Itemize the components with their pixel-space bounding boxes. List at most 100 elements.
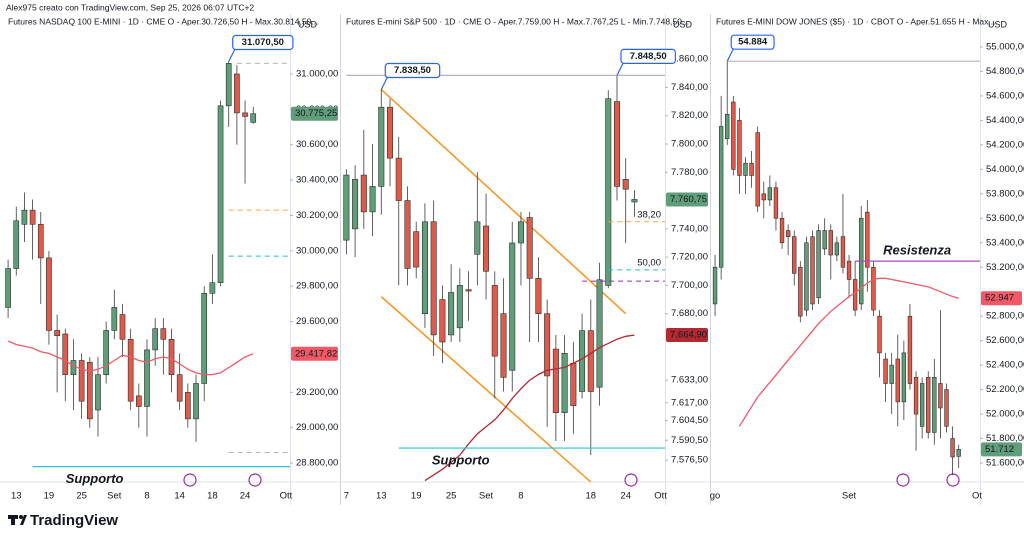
y-tick-label: 55.000,00 bbox=[986, 41, 1024, 52]
candle-body bbox=[622, 179, 629, 190]
line-annotation: Supporto bbox=[66, 471, 124, 486]
candle-body bbox=[404, 200, 411, 269]
candle-body bbox=[944, 389, 949, 427]
price-label: 7.760,75 bbox=[670, 194, 707, 205]
chart-title: Futures E-mini S&P 500 · 1D · CME O - Ap… bbox=[346, 16, 689, 26]
candle-body bbox=[135, 395, 142, 407]
y-tick-label: 54.600,00 bbox=[986, 90, 1024, 101]
candle-body bbox=[111, 307, 118, 331]
plot-area bbox=[343, 75, 638, 482]
candle-body bbox=[168, 338, 175, 375]
candle-body bbox=[5, 268, 11, 308]
y-tick-label: 52.800,00 bbox=[986, 311, 1024, 322]
candle-body bbox=[29, 209, 36, 225]
candle-body bbox=[749, 162, 754, 176]
callout-box bbox=[232, 34, 294, 51]
candle-body bbox=[877, 315, 882, 354]
currency-label: USD bbox=[298, 19, 318, 29]
callout-pointer bbox=[228, 49, 236, 62]
candle-body bbox=[127, 338, 134, 402]
y-tick-label: 29.800,00 bbox=[296, 281, 338, 292]
y-tick-label: 52.200,00 bbox=[986, 384, 1024, 395]
y-tick-label: 30.000,00 bbox=[296, 245, 338, 256]
candle-body bbox=[828, 230, 833, 256]
price-label-box bbox=[981, 442, 1022, 457]
candle-body bbox=[605, 98, 612, 286]
price-label: 30.775,25 bbox=[295, 108, 337, 119]
candle-body bbox=[62, 333, 69, 375]
y-tick-label: 7.820,00 bbox=[671, 110, 708, 121]
candle-body bbox=[193, 383, 199, 420]
candle-body bbox=[378, 106, 385, 187]
candle-body bbox=[846, 260, 852, 280]
line-annotation: Supporto bbox=[432, 452, 490, 467]
candle-body bbox=[587, 330, 594, 392]
candle-body bbox=[932, 377, 937, 433]
candle-body bbox=[95, 374, 101, 411]
chart-title: Futures NASDAQ 100 E-MINI · 1D · CME O -… bbox=[8, 16, 318, 26]
candle-body bbox=[509, 242, 516, 371]
brand-logo bbox=[8, 515, 27, 525]
candle-body bbox=[544, 313, 551, 377]
candle-body bbox=[773, 187, 779, 219]
x-tick-label: 25 bbox=[76, 491, 87, 502]
candle-body bbox=[895, 358, 900, 403]
candle-body bbox=[767, 187, 773, 201]
candle-body bbox=[176, 374, 183, 402]
x-tick-label: 13 bbox=[376, 491, 387, 502]
candle-body bbox=[822, 230, 827, 250]
y-tick-label: 53.400,00 bbox=[986, 237, 1024, 248]
candle-body bbox=[54, 330, 60, 337]
candle-body bbox=[755, 132, 760, 207]
candle-body bbox=[413, 231, 420, 268]
price-label-box bbox=[666, 328, 708, 343]
price-label: 7.664,90 bbox=[670, 330, 707, 341]
x-tick-label: Ot bbox=[972, 491, 982, 502]
y-tick-label: 7.604,50 bbox=[671, 415, 708, 426]
candle-body bbox=[526, 217, 533, 279]
x-tick-label: 8 bbox=[518, 491, 523, 502]
candle-body bbox=[596, 279, 603, 388]
candle-body bbox=[834, 242, 840, 256]
y-tick-label: 7.633,00 bbox=[671, 375, 708, 386]
candle-body bbox=[798, 266, 803, 317]
y-tick-label: 7.680,00 bbox=[671, 308, 708, 319]
x-tick-label: 13 bbox=[11, 491, 22, 502]
callout-pointer bbox=[616, 63, 624, 76]
y-tick-label: 54.400,00 bbox=[986, 115, 1024, 126]
candle-body bbox=[421, 221, 428, 314]
x-tick-label: Ott bbox=[654, 491, 667, 502]
candle-body bbox=[570, 362, 577, 406]
candle-body bbox=[743, 162, 748, 176]
candle-body bbox=[430, 221, 437, 336]
x-tick-label: 24 bbox=[240, 491, 251, 502]
y-tick-label: 7.617,00 bbox=[671, 397, 708, 408]
y-tick-label: 7.720,00 bbox=[671, 252, 708, 263]
candle-body bbox=[483, 225, 490, 272]
candle-body bbox=[369, 186, 376, 213]
plot-area bbox=[5, 61, 257, 442]
price-label-box bbox=[291, 346, 338, 361]
header: Alex975 creato con TradingView.com, Sep … bbox=[6, 2, 254, 12]
chart-title: Futures E-MINI DOW JONES ($5) · 1D · CBO… bbox=[716, 16, 998, 26]
x-tick-label: 8 bbox=[144, 491, 149, 502]
x-tick-label: 25 bbox=[446, 491, 457, 502]
x-tick-label: 14 bbox=[174, 491, 185, 502]
candle-body bbox=[938, 383, 943, 409]
y-tick-label: 30.600,00 bbox=[296, 139, 338, 150]
candle-body bbox=[889, 364, 894, 384]
candle-body bbox=[712, 266, 718, 305]
candle-body bbox=[395, 157, 402, 201]
candle-body bbox=[785, 230, 791, 237]
candle-body bbox=[103, 330, 109, 375]
candle-body bbox=[225, 63, 232, 107]
y-tick-label: 29.200,00 bbox=[296, 387, 338, 398]
candle-body bbox=[840, 236, 846, 268]
candle-body bbox=[731, 101, 736, 170]
callout-box bbox=[384, 62, 441, 79]
candle-body bbox=[901, 352, 907, 403]
candle-body bbox=[185, 392, 191, 420]
price-label-box bbox=[291, 106, 338, 121]
callout-pointer bbox=[380, 77, 388, 90]
